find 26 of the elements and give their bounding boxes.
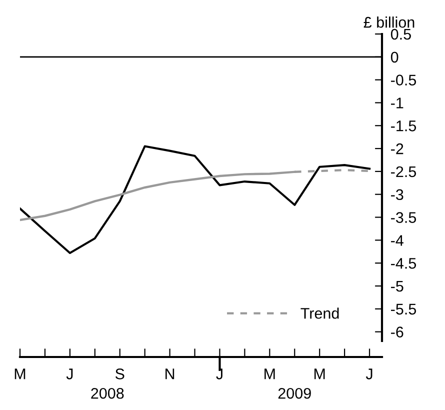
x-tick-label: M — [264, 368, 275, 380]
x-tick-label: M — [314, 368, 325, 380]
x-tick-label: J — [66, 368, 73, 380]
y-tick-label: -4.5 — [391, 258, 416, 269]
y-tick-label: -3.5 — [391, 212, 416, 223]
text: 2008 — [91, 388, 124, 399]
y-axis-title: £ billion — [364, 16, 414, 28]
y-tick-label: -1 — [391, 98, 404, 108]
x-tick-label: J — [366, 368, 372, 380]
y-tick-label: -3 — [391, 189, 404, 200]
x-tick-label: M — [14, 368, 26, 380]
y-tick-label: -5 — [391, 281, 404, 292]
x-tick-label: N — [166, 368, 174, 380]
y-tick-label: -6 — [391, 326, 404, 338]
y-tick-label: -2 — [391, 143, 404, 154]
line-series — [20, 145, 371, 254]
x-tick-label: S — [115, 368, 124, 380]
y-tick-label: -2.5 — [391, 166, 416, 178]
y-tick-label: -4 — [391, 235, 404, 246]
y-tick-label: 0.5 — [390, 28, 411, 40]
y-tick-label: -1.5 — [391, 120, 416, 132]
y-tick-label: 0 — [390, 52, 398, 63]
legend-label: Trend — [300, 308, 339, 319]
text: 2009 — [278, 388, 311, 399]
y-tick-label: -5.5 — [391, 304, 416, 315]
y-tick-label: -0.5 — [391, 74, 416, 86]
